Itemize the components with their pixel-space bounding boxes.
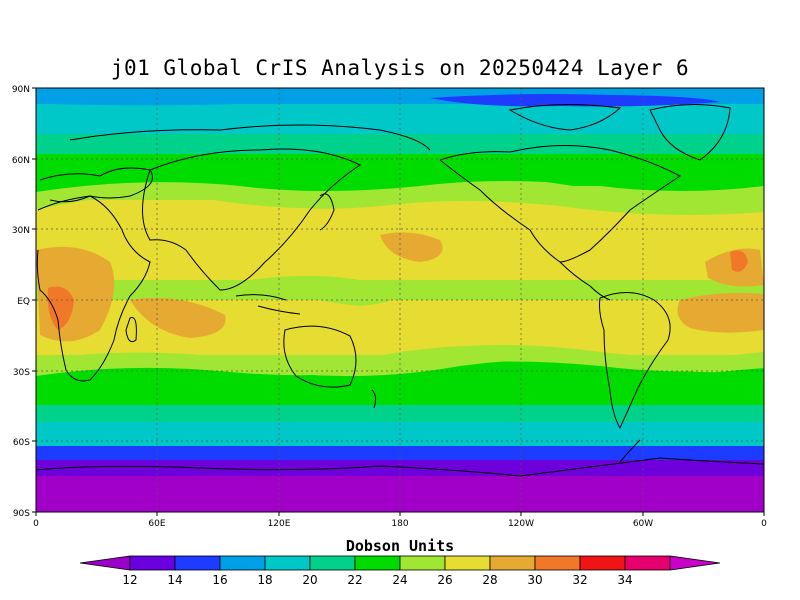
lat-label: 60S [13,438,30,448]
colorbar-label: 26 [437,573,452,587]
orange-pacific-north [380,232,443,262]
colorbar-label: 32 [572,573,587,587]
coast-antarctic-peninsula [619,439,641,463]
coast-antarctica [36,457,764,477]
colorbar-swatch [624,555,671,571]
colorbar-label: 16 [212,573,227,587]
colorbar-swatch [264,555,311,571]
coast-arctic-asia [69,124,431,151]
colorbar-arrow-high [669,555,721,571]
colorbar-label: 20 [302,573,317,587]
colorbar-swatch [399,555,446,571]
coast-africa [36,195,151,382]
colorbar-swatch [354,555,401,571]
lon-label: 180 [391,519,408,529]
lat-label: EQ [17,297,30,307]
colorbar-swatch [534,555,581,571]
coast-central-america [559,261,611,301]
axis-ticks [32,87,765,516]
lat-label: 60N [12,156,30,166]
map-title: j01 Global CrIS Analysis on 20250424 Lay… [110,56,690,80]
colorbar: 12 14 16 18 20 22 24 26 28 30 32 34 [79,555,721,587]
colorbar-arrow-low [79,555,131,571]
band-south-high [36,422,764,450]
lon-label: 60W [633,519,653,529]
coast-greenland [649,103,731,161]
colorbar-swatch [444,555,491,571]
colorbar-swatch [579,555,626,571]
coast-indonesia [235,294,301,315]
north-green-band [36,163,764,192]
orange-atlantic-core [730,250,748,272]
colorbar-label: 12 [122,573,137,587]
lon-labels: 0 60E 120E 180 120W 60W 0 [33,519,767,529]
lon-label: 0 [33,519,39,529]
colorbar-swatch [129,555,176,571]
lon-label: 0 [761,519,767,529]
colorbar-label: 14 [167,573,182,587]
coast-south-america [599,292,671,430]
lon-label: 60E [148,519,165,529]
coast-arctic-canada [508,103,622,131]
tropic-green-patch [250,275,396,306]
colorbar-swatch [309,555,356,571]
colorbar-label: 18 [257,573,272,587]
coastlines [36,103,764,477]
colorbar-title: Dobson Units [345,537,455,555]
colorbar-swatch [489,555,536,571]
colorbar-swatch [174,555,221,571]
lat-label: 30S [13,368,30,378]
orange-indian-ocean [130,297,226,338]
colorbar-swatch [219,555,266,571]
graticule [36,88,764,512]
lon-label: 120E [268,519,291,529]
coast-australia [283,325,357,388]
coast-madagascar [125,316,137,343]
lat-label: 30N [12,226,30,236]
colorbar-label: 30 [527,573,542,587]
orange-atlantic [677,292,764,333]
south-yellow-wave [36,345,764,376]
colorbar-label: 24 [392,573,407,587]
lat-label: 90S [13,509,30,519]
colorbar-label: 34 [617,573,632,587]
lat-label: 90N [12,85,30,95]
coast-new-zealand [371,389,377,409]
coast-north-america [439,144,681,263]
lat-labels: 90N 60N 30N EQ 30S 60S 90S [12,85,30,519]
lon-label: 120W [508,519,534,529]
colorbar-label: 22 [347,573,362,587]
orange-africa-core [47,286,74,330]
arctic-blue-patch [430,94,720,107]
coast-europe [39,167,153,203]
arctic-blue-patch-2 [50,97,320,106]
coast-asia [142,148,361,291]
coast-japan [319,193,335,231]
colorbar-label: 28 [482,573,497,587]
